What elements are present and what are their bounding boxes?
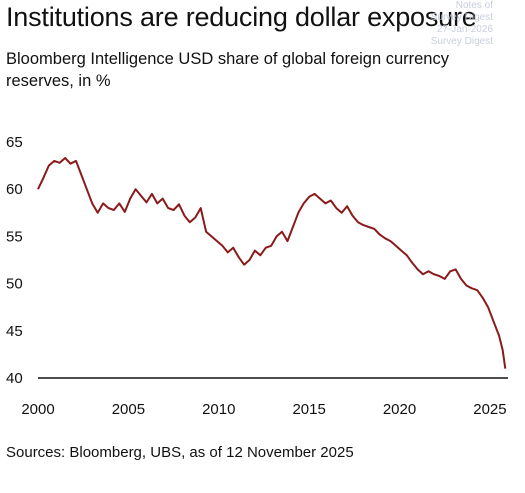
y-tick-label: 50 [6, 276, 23, 293]
x-tick-label: 2005 [112, 401, 145, 418]
x-tick-label: 2015 [292, 401, 325, 418]
watermark-line: Survey Digest [430, 12, 493, 23]
y-tick-label: 55 [6, 228, 23, 245]
y-tick-label: 40 [6, 370, 23, 387]
series-layer [37, 157, 507, 369]
watermark-line: Notes of [455, 0, 493, 11]
x-tick-label: 2020 [383, 401, 416, 418]
x-tick-label: 2000 [21, 401, 54, 418]
source-note: Sources: Bloomberg, UBS, as of 12 Novemb… [6, 444, 354, 461]
watermark: Notes of Survey Digest 27-Jan-2026 Surve… [431, 0, 493, 48]
watermark-line: 27-Jan-2026 [436, 24, 493, 35]
chart-subtitle: Bloomberg Intelligence USD share of glob… [6, 50, 449, 90]
x-tick-label: 2025 [473, 401, 506, 418]
chart-title: Institutions are reducing dollar exposur… [6, 2, 477, 32]
series-line [37, 157, 507, 369]
y-tick-label: 65 [6, 134, 23, 151]
x-axis: 2000 2005 2010 2015 2020 2025 [21, 401, 506, 418]
y-axis: 65 60 55 50 45 40 [6, 134, 23, 387]
y-tick-label: 60 [6, 181, 23, 198]
y-tick-label: 45 [6, 323, 23, 340]
watermark-line: Survey Digest [430, 36, 493, 47]
x-tick-label: 2010 [202, 401, 235, 418]
